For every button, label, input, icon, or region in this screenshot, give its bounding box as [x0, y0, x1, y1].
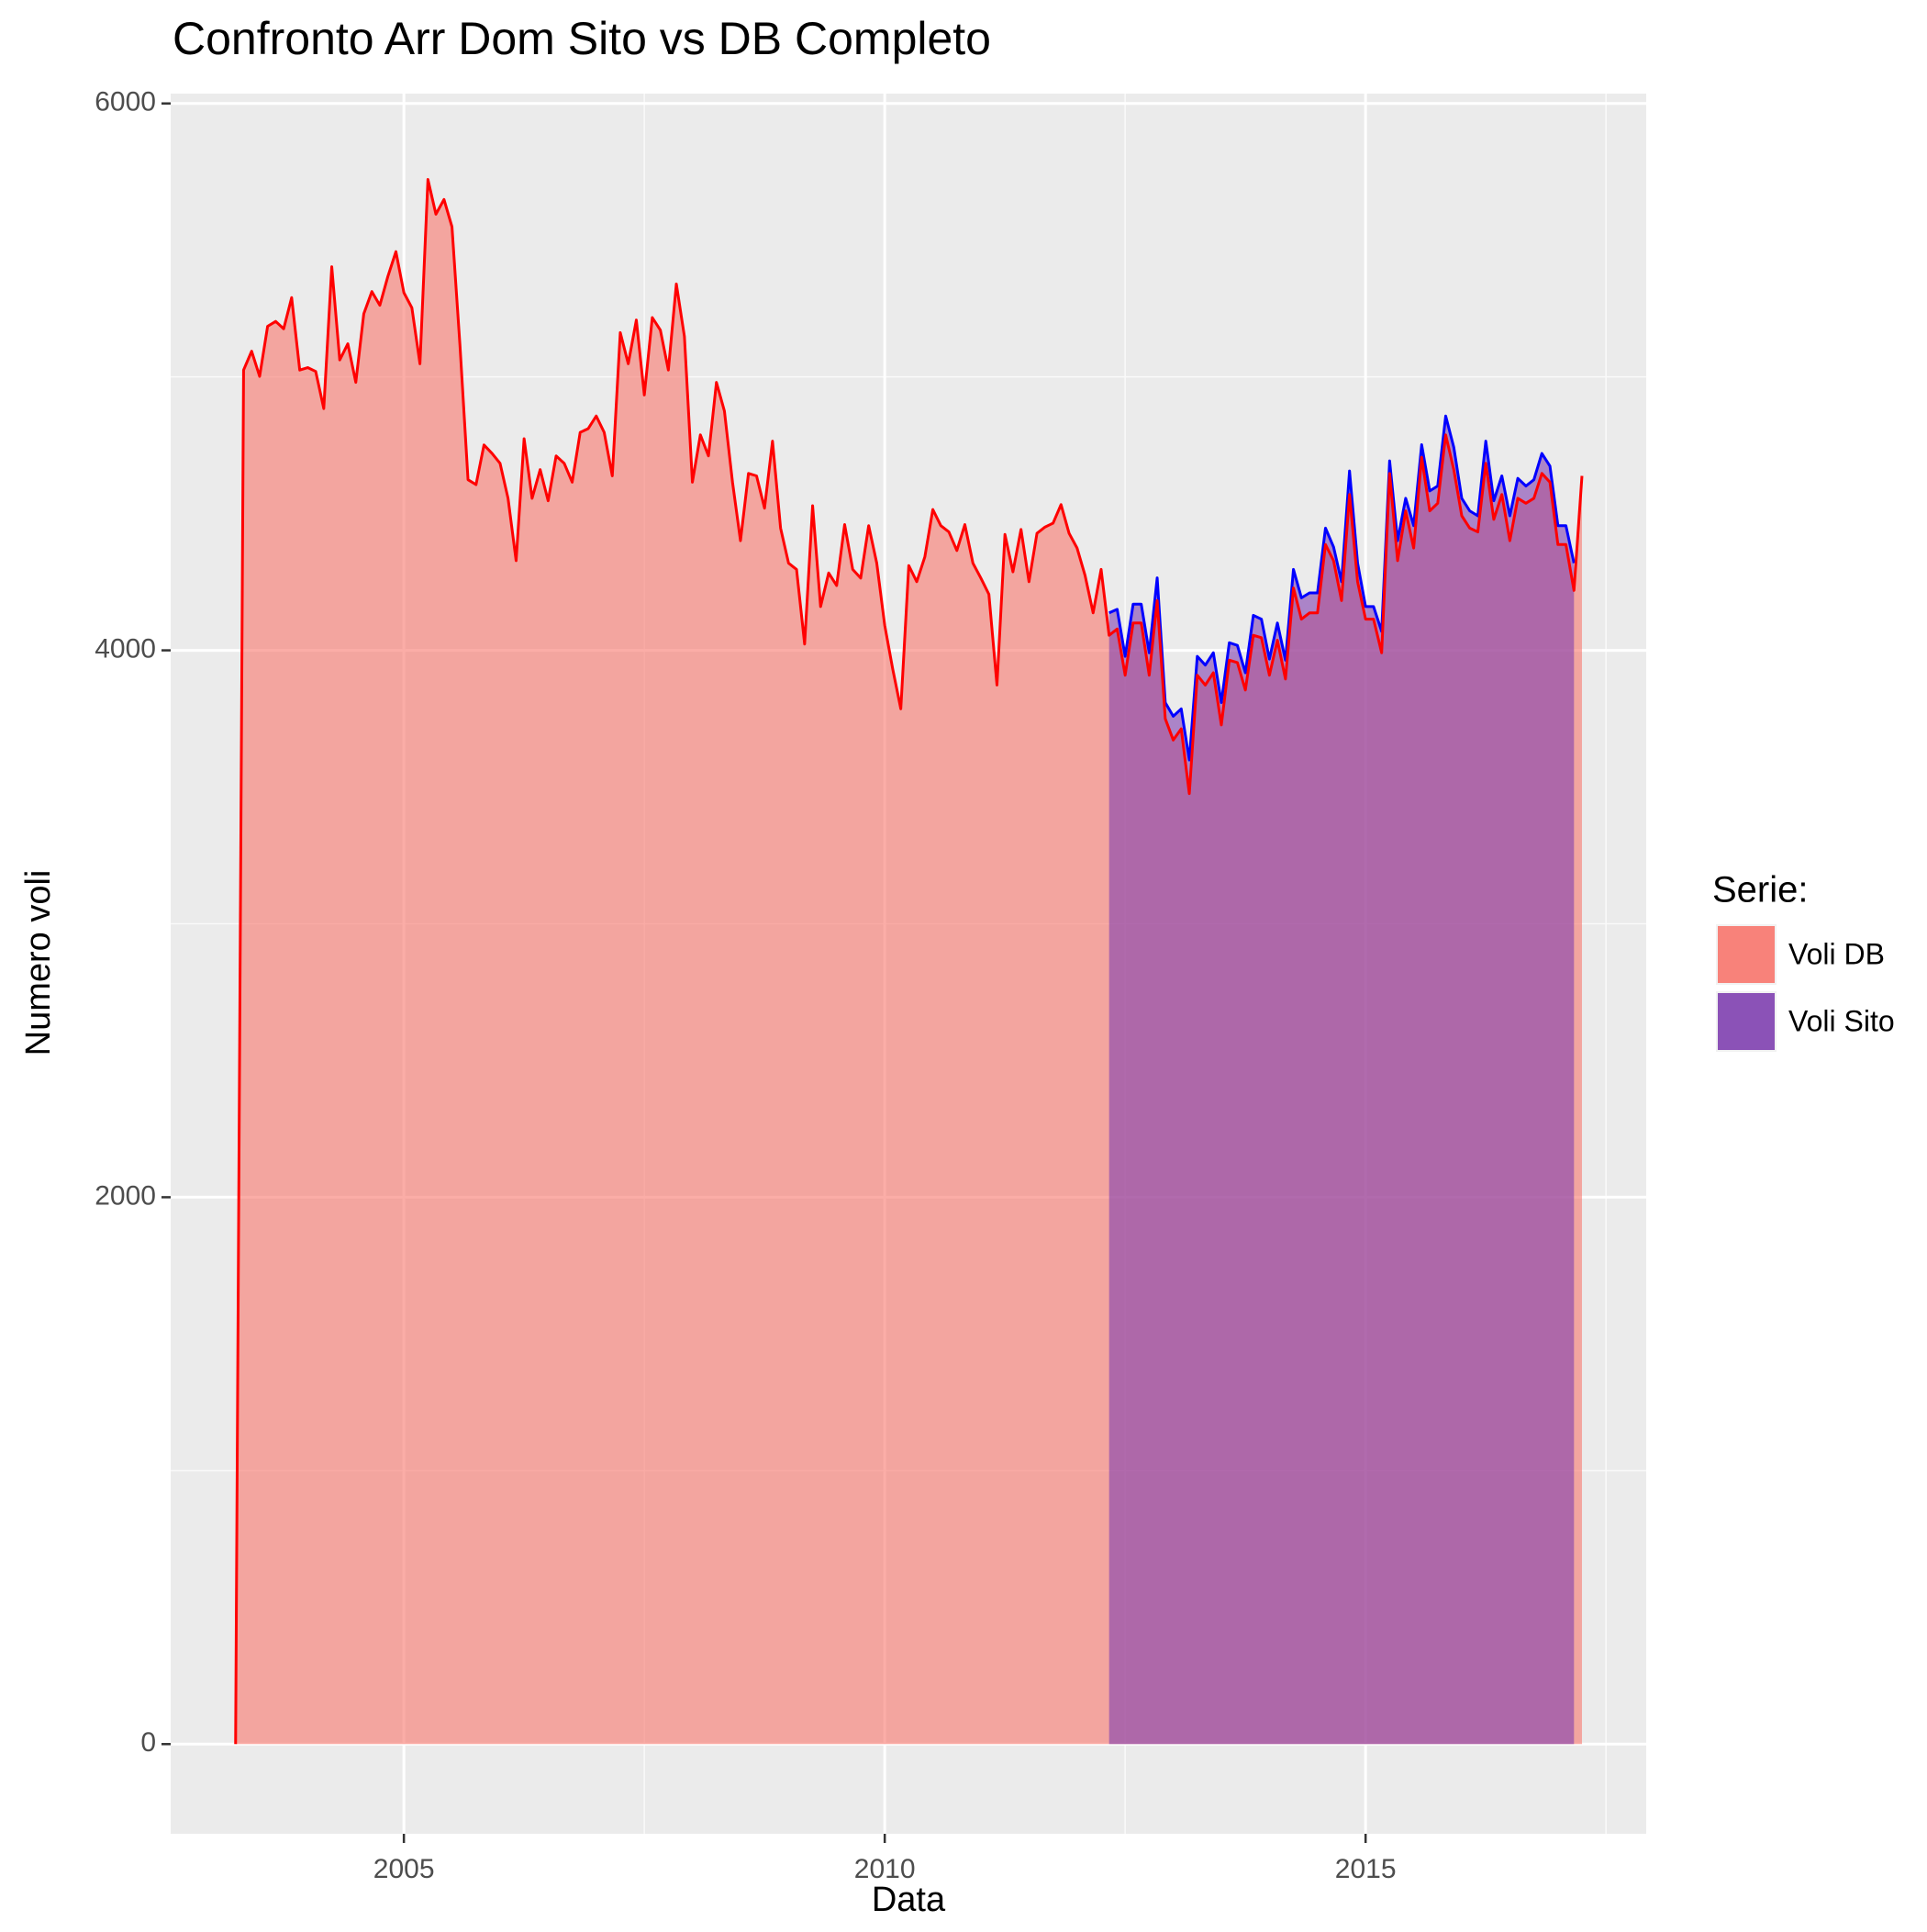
legend-label: Voli DB [1788, 937, 1885, 970]
y-tick-label: 6000 [95, 87, 156, 117]
chart-title: Confronto Arr Dom Sito vs DB Completo [173, 13, 991, 64]
legend-title: Serie: [1712, 870, 1809, 910]
y-axis-title: Numero voli [19, 870, 58, 1056]
x-tick-label: 2010 [854, 1854, 916, 1884]
x-tick-label: 2005 [373, 1854, 435, 1884]
y-tick-label: 4000 [95, 633, 156, 664]
x-tick-label: 2015 [1335, 1854, 1397, 1884]
y-tick-label: 2000 [95, 1180, 156, 1211]
y-tick-label: 0 [140, 1727, 156, 1758]
legend-label: Voli Sito [1788, 1004, 1895, 1037]
area-fill [1108, 416, 1575, 1745]
legend-key [1718, 926, 1775, 983]
area-line [234, 178, 1584, 1745]
legend-key [1718, 993, 1775, 1050]
marks [234, 178, 1584, 1745]
x-axis-title: Data [872, 1881, 946, 1919]
axes: 0 2000 4000 6000 2005 2010 2015 [95, 87, 1396, 1884]
legend: Voli DB Voli Sito [1716, 924, 1895, 1052]
area-line [1108, 414, 1576, 762]
